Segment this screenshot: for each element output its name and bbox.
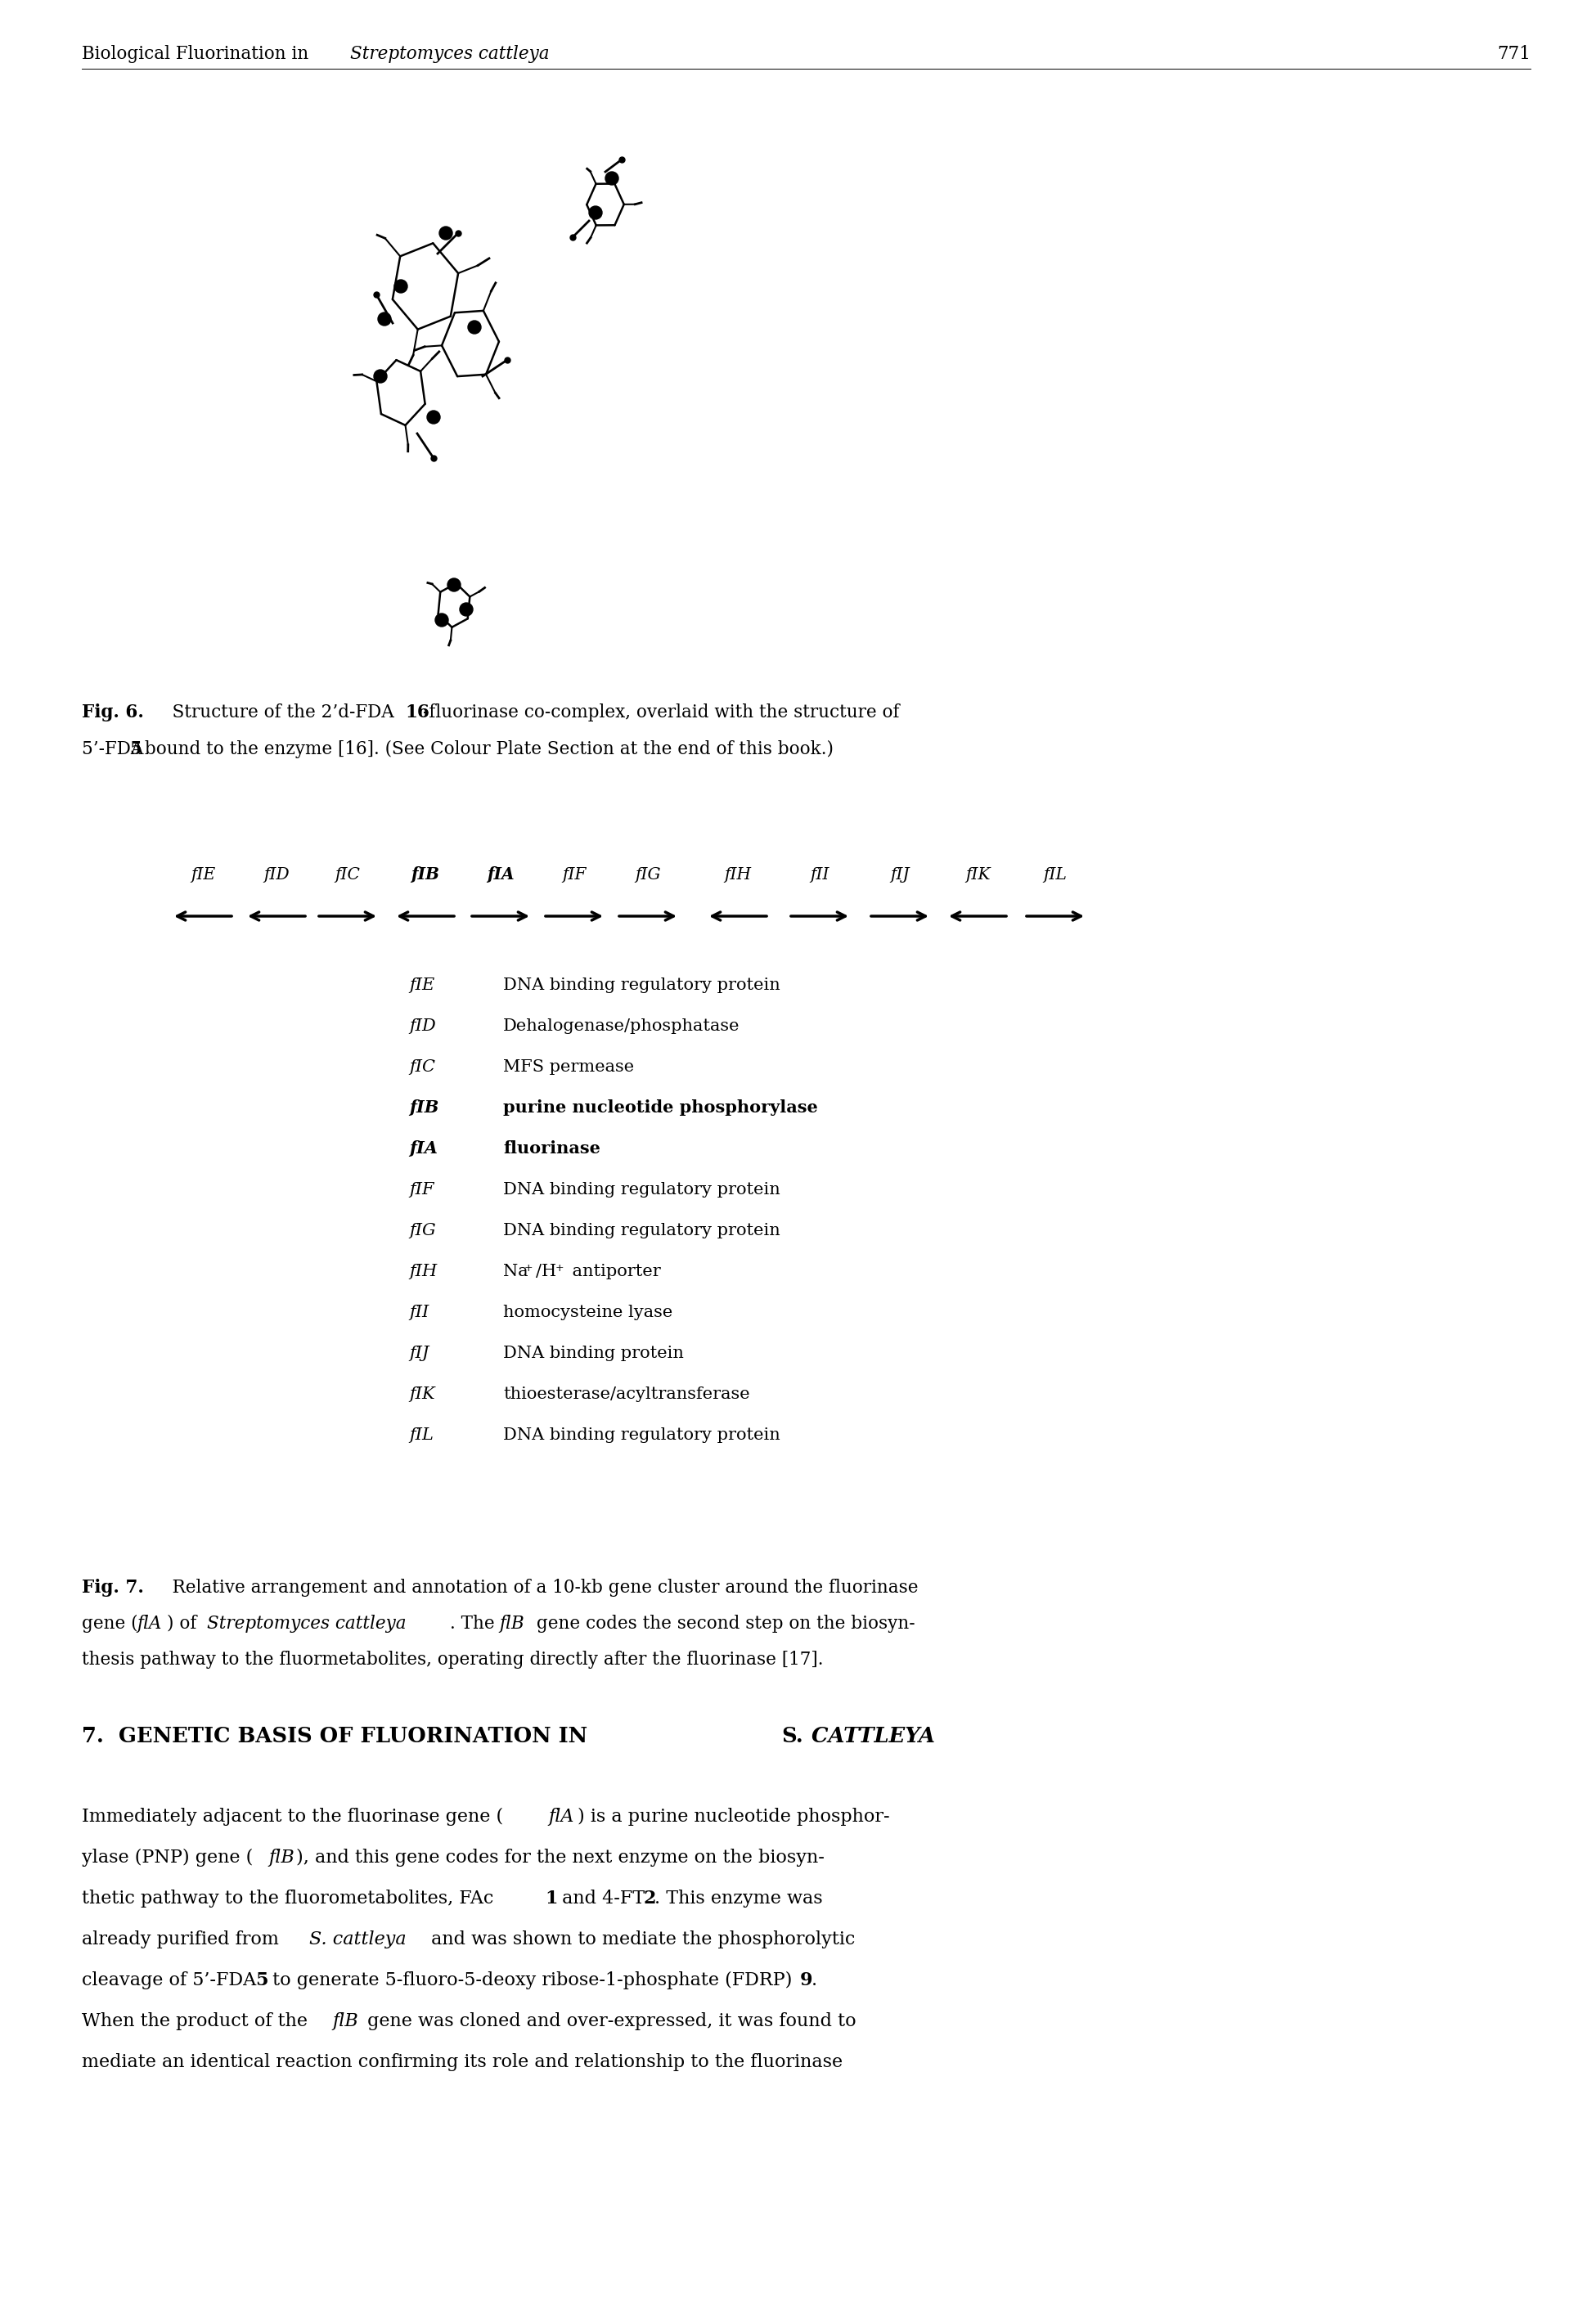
Text: Dehalogenase/phosphatase: Dehalogenase/phosphatase (503, 1018, 741, 1034)
Text: DNA binding regulatory protein: DNA binding regulatory protein (503, 1183, 780, 1197)
Text: Biological Fluorination in: Biological Fluorination in (81, 44, 314, 63)
Text: Streptomyces cattleya: Streptomyces cattleya (207, 1614, 407, 1633)
Text: flB: flB (332, 2013, 358, 2029)
Text: to generate 5-fluoro-5-deoxy ribose-1-phosphate (FDRP): to generate 5-fluoro-5-deoxy ribose-1-ph… (267, 1971, 798, 1990)
Text: flA: flA (547, 1809, 575, 1825)
Text: 9: 9 (800, 1971, 812, 1990)
Text: fIC: fIC (409, 1060, 436, 1074)
Text: Fig. 7.: Fig. 7. (81, 1579, 144, 1598)
Text: Relative arrangement and annotation of a 10-kb gene cluster around the fluorinas: Relative arrangement and annotation of a… (155, 1579, 918, 1598)
Text: gene codes the second step on the biosyn-: gene codes the second step on the biosyn… (531, 1614, 915, 1633)
Text: flA: flA (137, 1614, 161, 1633)
Text: fIJ: fIJ (409, 1345, 429, 1361)
Text: fIC: fIC (335, 867, 361, 884)
Text: thesis pathway to the fluormetabolites, operating directly after the fluorinase : thesis pathway to the fluormetabolites, … (81, 1651, 824, 1670)
Text: fII: fII (811, 867, 830, 884)
Text: 5: 5 (255, 1971, 268, 1990)
Text: fluorinase: fluorinase (503, 1141, 600, 1157)
Text: /H: /H (536, 1264, 557, 1280)
Text: fIK: fIK (966, 867, 990, 884)
Text: fIL: fIL (409, 1429, 434, 1442)
Circle shape (373, 369, 386, 383)
Text: 2: 2 (643, 1890, 656, 1909)
Text: thetic pathway to the fluorometabolites, FAc: thetic pathway to the fluorometabolites,… (81, 1890, 500, 1909)
Text: fIB: fIB (409, 1099, 439, 1115)
Text: 7.  GENETIC BASIS OF FLUORINATION IN: 7. GENETIC BASIS OF FLUORINATION IN (81, 1725, 595, 1746)
Text: fIK: fIK (409, 1387, 434, 1403)
Text: fIA: fIA (409, 1141, 437, 1157)
Text: antiporter: antiporter (567, 1264, 661, 1280)
Text: Structure of the 2’d-FDA: Structure of the 2’d-FDA (155, 703, 399, 721)
Text: ylase (PNP) gene (: ylase (PNP) gene ( (81, 1848, 254, 1867)
Text: -fluorinase co-complex, overlaid with the structure of: -fluorinase co-complex, overlaid with th… (423, 703, 900, 721)
Text: fID: fID (409, 1018, 436, 1034)
Text: MFS permease: MFS permease (503, 1060, 634, 1074)
Circle shape (439, 227, 452, 239)
Text: fIA: fIA (487, 867, 514, 884)
Text: When the product of the: When the product of the (81, 2013, 313, 2029)
Text: 5’-FDA: 5’-FDA (81, 740, 148, 758)
Circle shape (394, 281, 407, 292)
Text: fIG: fIG (409, 1222, 436, 1238)
Text: bound to the enzyme [16]. (See Colour Plate Section at the end of this book.): bound to the enzyme [16]. (See Colour Pl… (139, 740, 833, 758)
Text: Na: Na (503, 1264, 528, 1280)
Text: 5: 5 (129, 740, 142, 758)
Circle shape (436, 615, 448, 626)
Text: fIF: fIF (562, 867, 586, 884)
Text: fIH: fIH (725, 867, 752, 884)
Text: fIH: fIH (409, 1264, 437, 1280)
Text: and was shown to mediate the phosphorolytic: and was shown to mediate the phosphoroly… (426, 1929, 855, 1948)
Text: fIB: fIB (412, 867, 439, 884)
Circle shape (447, 577, 461, 591)
Text: fIL: fIL (1044, 867, 1068, 884)
Text: Fig. 6.: Fig. 6. (81, 703, 144, 721)
Circle shape (468, 320, 480, 334)
Text: gene (: gene ( (81, 1614, 137, 1633)
Text: Streptomyces cattleya: Streptomyces cattleya (350, 44, 549, 63)
Text: flB: flB (500, 1614, 523, 1633)
Text: fIF: fIF (409, 1183, 434, 1197)
Text: +: + (555, 1264, 563, 1273)
Text: cleavage of 5’-FDA: cleavage of 5’-FDA (81, 1971, 262, 1990)
Text: already purified from: already purified from (81, 1929, 284, 1948)
Text: CATTLEYA: CATTLEYA (804, 1725, 935, 1746)
Text: fID: fID (263, 867, 289, 884)
Text: mediate an identical reaction confirming its role and relationship to the fluori: mediate an identical reaction confirming… (81, 2052, 843, 2071)
Circle shape (460, 603, 472, 617)
Circle shape (589, 206, 602, 220)
Text: purine nucleotide phosphorylase: purine nucleotide phosphorylase (503, 1099, 817, 1115)
Text: gene was cloned and over-expressed, it was found to: gene was cloned and over-expressed, it w… (362, 2013, 855, 2029)
Circle shape (378, 313, 391, 325)
Text: fIJ: fIJ (891, 867, 910, 884)
Text: homocysteine lyase: homocysteine lyase (503, 1306, 672, 1320)
Text: 1: 1 (544, 1890, 557, 1909)
Text: +: + (525, 1264, 533, 1273)
Text: DNA binding regulatory protein: DNA binding regulatory protein (503, 1222, 780, 1238)
Text: thioesterase/acyltransferase: thioesterase/acyltransferase (503, 1387, 750, 1403)
Text: . The: . The (450, 1614, 500, 1633)
Text: DNA binding regulatory protein: DNA binding regulatory protein (503, 1429, 780, 1442)
Text: S.: S. (780, 1725, 803, 1746)
Text: 771: 771 (1497, 44, 1531, 63)
Circle shape (428, 410, 440, 424)
Text: fII: fII (409, 1306, 429, 1320)
Text: fIG: fIG (635, 867, 661, 884)
Text: and 4-FT: and 4-FT (557, 1890, 651, 1909)
Text: . This enzyme was: . This enzyme was (654, 1890, 822, 1909)
Text: flB: flB (268, 1848, 294, 1867)
Text: Immediately adjacent to the fluorinase gene (: Immediately adjacent to the fluorinase g… (81, 1809, 503, 1825)
Text: .: . (811, 1971, 817, 1990)
Text: ) is a purine nucleotide phosphor-: ) is a purine nucleotide phosphor- (578, 1809, 889, 1825)
Text: S. cattleya: S. cattleya (310, 1929, 407, 1948)
Text: fIE: fIE (190, 867, 215, 884)
Circle shape (605, 172, 618, 186)
Text: fIE: fIE (409, 979, 434, 993)
Text: 16: 16 (405, 703, 429, 721)
Text: DNA binding protein: DNA binding protein (503, 1345, 683, 1361)
Text: ), and this gene codes for the next enzyme on the biosyn-: ), and this gene codes for the next enzy… (297, 1848, 825, 1867)
Text: DNA binding regulatory protein: DNA binding regulatory protein (503, 979, 780, 993)
Text: ) of: ) of (168, 1614, 203, 1633)
